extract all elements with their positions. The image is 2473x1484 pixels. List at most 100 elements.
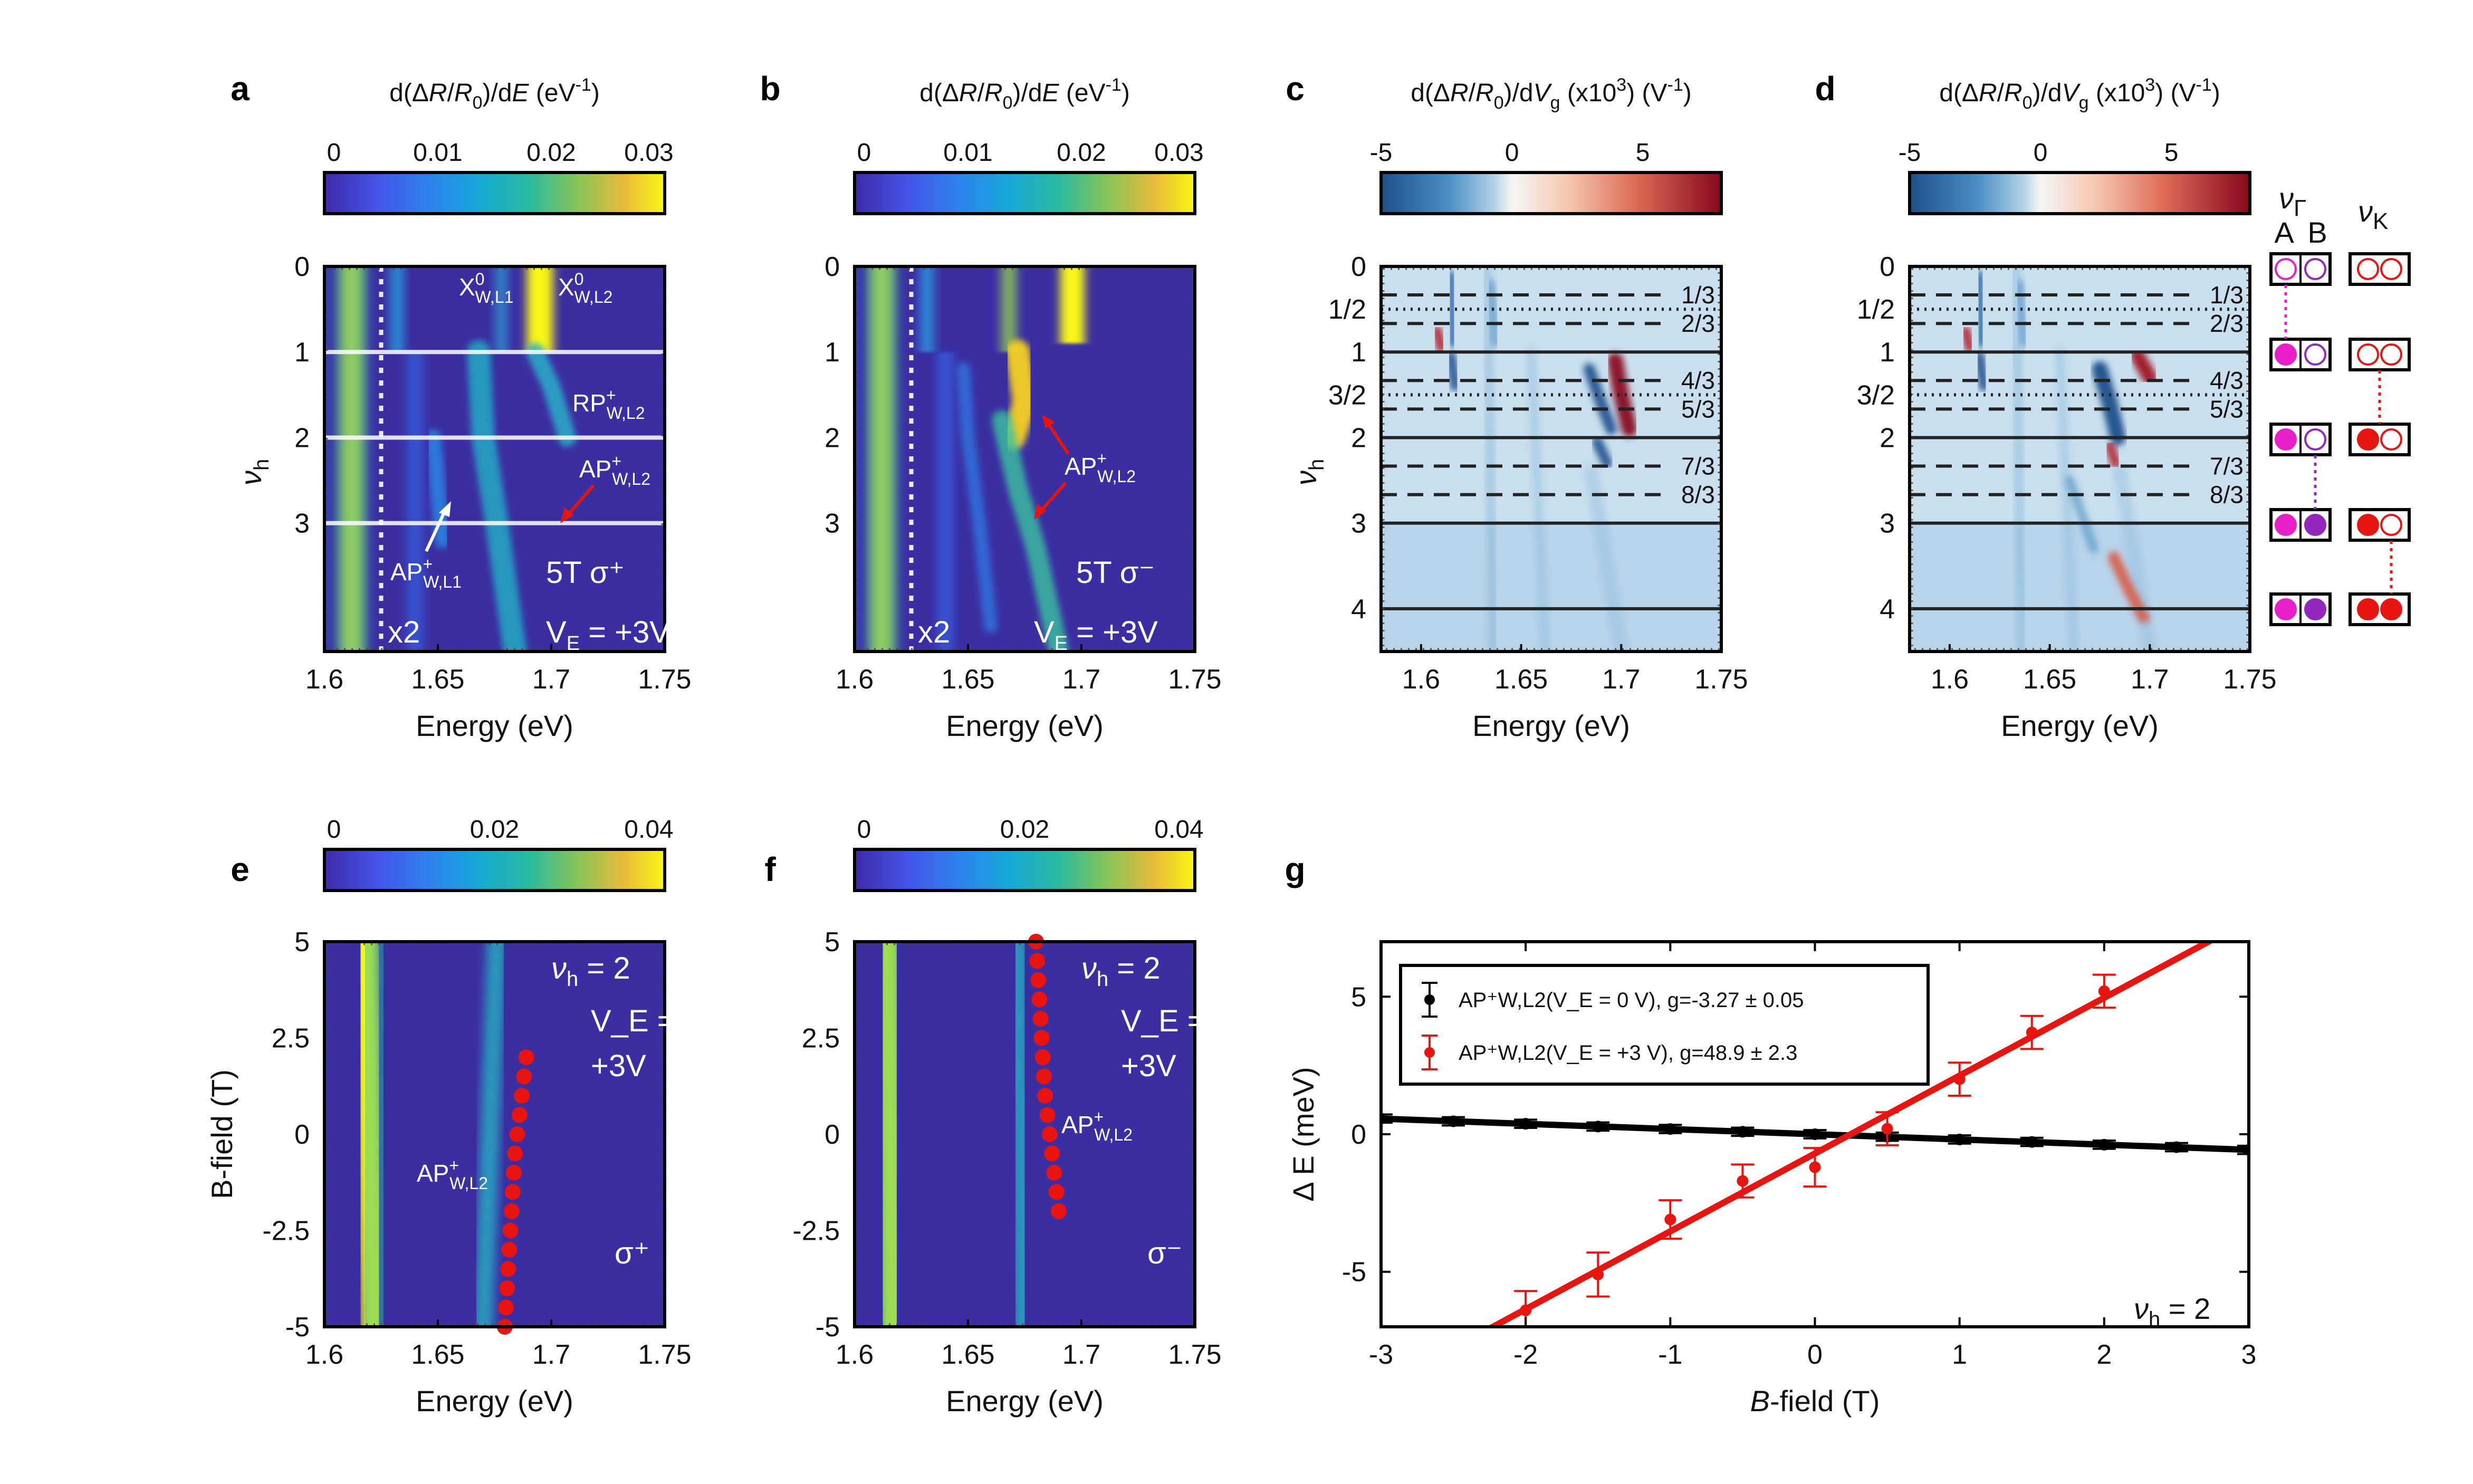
text-part: )/d xyxy=(1013,79,1042,107)
data-point xyxy=(2098,985,2110,997)
text-part: W,L2 xyxy=(612,470,650,489)
y-tick-label: 1/2 xyxy=(1857,294,1895,325)
faint-line xyxy=(1482,266,1498,652)
y-tick-label: -2.5 xyxy=(262,1216,310,1247)
text-part: R xyxy=(1979,79,1997,107)
x-axis-label: Energy (eV) xyxy=(416,1384,573,1418)
x-tick-label: 1.6 xyxy=(836,664,874,695)
y-axis-label: Δ E (meV) xyxy=(1287,1067,1320,1201)
peak-marker xyxy=(1037,1088,1053,1104)
text-part: d(Δ xyxy=(919,79,959,107)
header-a: A xyxy=(2274,216,2294,249)
fraction-label: 2/3 xyxy=(2210,310,2244,337)
peak-marker xyxy=(1029,953,1046,969)
y-tick-label: 3 xyxy=(825,509,840,539)
data-point xyxy=(1737,1175,1749,1187)
text-part: AP xyxy=(390,558,423,586)
text-part: ν xyxy=(2134,1292,2149,1325)
heatmap-lower-region xyxy=(1910,523,2250,652)
field-polarization-label: 5T σ⁻ xyxy=(1076,556,1155,590)
text-part: E xyxy=(1042,79,1060,107)
panel-label-e: e xyxy=(231,850,250,888)
x-tick-label: 3 xyxy=(2241,1339,2257,1370)
x0-l2-shoulder xyxy=(1001,266,1017,352)
gate-label: V_E = xyxy=(591,1004,675,1038)
polarization-label: σ⁺ xyxy=(615,1236,649,1270)
peak-marker xyxy=(1048,1184,1065,1200)
text-part: h xyxy=(250,459,273,471)
x0-l1-band xyxy=(920,266,934,352)
k-state xyxy=(2380,514,2402,536)
y-tick-label: 0 xyxy=(825,1119,840,1150)
text-part: W,L2 xyxy=(574,288,612,307)
colorbar-title: d(ΔR/R0)/dVg (x103) (V-1) xyxy=(1939,75,2220,113)
k-state xyxy=(2357,598,2379,620)
text-part: AP xyxy=(417,1160,449,1187)
peak-marker xyxy=(501,1242,517,1258)
colorbar-tick-label: -5 xyxy=(1899,139,1921,167)
data-point xyxy=(1664,1123,1676,1135)
text-part: + xyxy=(611,452,621,471)
red-feature xyxy=(2130,349,2158,385)
ap-l1-band xyxy=(956,362,998,633)
ap-l2-band xyxy=(992,410,1069,652)
red-feature xyxy=(1961,325,1974,353)
data-point xyxy=(1664,1213,1676,1226)
faint-line xyxy=(2011,266,2027,652)
heatmap-background xyxy=(855,266,1195,652)
text-part: (x10 xyxy=(2089,79,2145,107)
plot-frame xyxy=(323,265,666,653)
blue-feature xyxy=(1446,351,1460,391)
text-part: (eV xyxy=(1059,79,1106,107)
blue-feature xyxy=(1446,351,1460,391)
legend-entry: AP⁺W,L2(V_E = +3 V), g=48.9 ± 2.3 xyxy=(1459,1041,1797,1065)
x0-l2-band xyxy=(526,266,553,352)
data-point xyxy=(1520,1304,1532,1316)
text-part: 0 xyxy=(1003,93,1013,113)
data-point xyxy=(1953,1133,1966,1145)
text-part: W,L2 xyxy=(1097,467,1136,486)
text-part: 3 xyxy=(2145,75,2155,95)
peak-marker xyxy=(1030,972,1047,988)
text-part: h xyxy=(567,968,578,991)
text-part: R xyxy=(429,79,447,107)
y-axis-label: νh xyxy=(234,459,273,485)
peak-marker xyxy=(500,1261,516,1277)
text-part: W,L2 xyxy=(607,404,645,423)
plot-frame xyxy=(323,940,666,1328)
text-part: 0 xyxy=(1494,93,1504,113)
text-part: + xyxy=(449,1156,459,1175)
x-tick-label: 1.65 xyxy=(1494,664,1548,695)
text-part: d(Δ xyxy=(1939,79,1979,107)
filling-label: νh = 2 xyxy=(551,951,630,991)
y-tick-label: 3/2 xyxy=(1328,380,1366,410)
text-part: d(Δ xyxy=(389,79,429,107)
data-point xyxy=(2026,1027,2038,1039)
data-point xyxy=(1592,1268,1604,1280)
text-part: 0 xyxy=(475,270,485,289)
heatmap-features xyxy=(855,942,1057,1327)
legend-marker xyxy=(1424,1047,1435,1058)
text-part: = 2 xyxy=(2160,1292,2210,1325)
data-point xyxy=(1953,1073,1966,1085)
x-axis-label: Energy (eV) xyxy=(1472,709,1630,742)
gamma-a-state xyxy=(2275,514,2297,536)
y-tick-label: 0 xyxy=(825,252,840,282)
y-tick-label: -2.5 xyxy=(792,1216,840,1247)
gamma-a-state xyxy=(2275,428,2297,451)
fraction-label: 7/3 xyxy=(1681,452,1715,480)
diffuse-band xyxy=(937,352,953,652)
text-part: ) xyxy=(1122,79,1130,107)
x0-l2-band xyxy=(526,266,553,352)
diffuse-band xyxy=(407,352,423,652)
y-tick-label: 1 xyxy=(1880,337,1895,368)
peak-marker xyxy=(514,1088,530,1104)
red-feature xyxy=(2104,441,2121,469)
label-ap-l2: AP+ W,L2 xyxy=(417,1156,488,1193)
x-tick-label: 1.7 xyxy=(532,664,570,695)
y-tick-label: 1 xyxy=(294,337,310,368)
gate-voltage-label: VE = +3V xyxy=(546,615,670,655)
text-part: + xyxy=(606,386,616,405)
fraction-label: 5/3 xyxy=(2210,395,2244,423)
red-feature xyxy=(2130,349,2158,385)
